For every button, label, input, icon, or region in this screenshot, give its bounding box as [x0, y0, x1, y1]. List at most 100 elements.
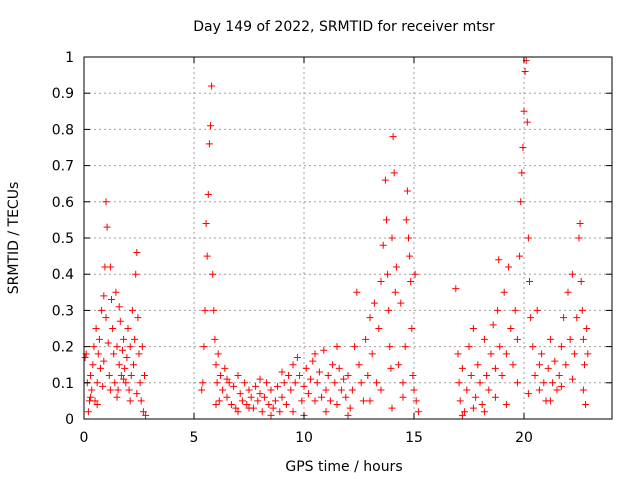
- data-point: [232, 404, 240, 412]
- data-point: [331, 379, 339, 387]
- data-point: [502, 401, 510, 409]
- data-point: [88, 386, 96, 394]
- data-point: [100, 357, 108, 365]
- data-point: [296, 372, 304, 380]
- data-point: [81, 353, 89, 361]
- data-point: [513, 379, 521, 387]
- data-point: [353, 288, 361, 296]
- data-point: [578, 306, 586, 314]
- data-point: [234, 372, 242, 380]
- x-tick-label: 15: [405, 430, 423, 446]
- data-point: [115, 303, 123, 311]
- data-point: [230, 382, 238, 390]
- data-point: [97, 364, 104, 372]
- data-point: [408, 325, 416, 332]
- data-point: [113, 393, 121, 401]
- data-point: [324, 372, 332, 380]
- data-point: [215, 397, 223, 405]
- data-point: [291, 379, 299, 387]
- data-point: [351, 343, 359, 351]
- data-point: [392, 263, 400, 271]
- data-point: [511, 306, 519, 314]
- y-axis: 0 0.1 0.2 0.3 0.4 0.5 0.6 0.7 0.8 0.9 1: [52, 50, 612, 428]
- data-point: [355, 361, 363, 369]
- data-point: [304, 390, 312, 398]
- data-point: [203, 252, 211, 260]
- data-point: [480, 408, 488, 416]
- data-point: [223, 393, 231, 401]
- data-point: [114, 386, 122, 394]
- y-tick-label: 0.1: [52, 376, 74, 392]
- data-point: [381, 176, 389, 184]
- data-point: [87, 393, 95, 401]
- data-point: [115, 361, 123, 369]
- data-point: [581, 361, 588, 369]
- data-point: [133, 390, 141, 398]
- data-point: [513, 335, 521, 343]
- data-point: [227, 401, 235, 409]
- data-point: [487, 350, 495, 358]
- data-point: [102, 314, 110, 322]
- data-point: [223, 375, 231, 383]
- data-point: [123, 353, 131, 361]
- data-point: [366, 397, 374, 405]
- data-point: [109, 325, 117, 332]
- data-point: [84, 408, 92, 416]
- data-point: [359, 397, 367, 405]
- data-point: [405, 234, 412, 242]
- data-point: [573, 314, 581, 322]
- data-points: [81, 57, 592, 419]
- data-point: [527, 314, 535, 322]
- data-point: [234, 408, 242, 416]
- data-point: [117, 372, 125, 380]
- data-point: [391, 288, 399, 296]
- data-point: [584, 350, 592, 358]
- data-point: [245, 386, 253, 394]
- data-point: [568, 375, 576, 383]
- data-point: [517, 198, 525, 206]
- data-point: [485, 386, 493, 394]
- data-point: [520, 107, 528, 115]
- data-point: [401, 343, 409, 351]
- data-point: [241, 379, 249, 387]
- data-point: [564, 288, 572, 296]
- data-point: [302, 364, 310, 372]
- data-point: [521, 67, 529, 75]
- data-point: [502, 350, 510, 358]
- data-point: [458, 364, 466, 372]
- data-point: [116, 317, 124, 325]
- data-point: [399, 379, 407, 387]
- data-point: [546, 335, 554, 343]
- data-point: [407, 277, 415, 285]
- data-point: [278, 393, 286, 401]
- data-point: [474, 361, 482, 369]
- data-point: [124, 325, 132, 332]
- data-point: [104, 339, 112, 347]
- data-point: [120, 375, 128, 383]
- data-point: [412, 397, 420, 405]
- data-point: [377, 277, 385, 285]
- data-point: [388, 404, 396, 412]
- data-point: [329, 361, 337, 369]
- data-point: [555, 372, 563, 380]
- data-point: [274, 382, 282, 390]
- data-point: [348, 386, 356, 394]
- data-point: [383, 216, 390, 224]
- data-point: [260, 393, 268, 401]
- data-point: [333, 401, 341, 409]
- data-point: [583, 325, 591, 332]
- data-point: [271, 397, 279, 405]
- data-point: [333, 343, 341, 351]
- y-axis-label: SRMTID / TECUs: [6, 182, 22, 295]
- data-point: [92, 325, 100, 332]
- data-point: [373, 379, 381, 387]
- data-point: [87, 372, 95, 380]
- data-point: [458, 411, 466, 419]
- data-point: [100, 292, 108, 300]
- data-point: [472, 393, 480, 401]
- data-point: [311, 397, 319, 405]
- data-point: [210, 306, 218, 314]
- data-point: [326, 397, 334, 405]
- data-point: [119, 346, 126, 354]
- data-point: [411, 270, 419, 278]
